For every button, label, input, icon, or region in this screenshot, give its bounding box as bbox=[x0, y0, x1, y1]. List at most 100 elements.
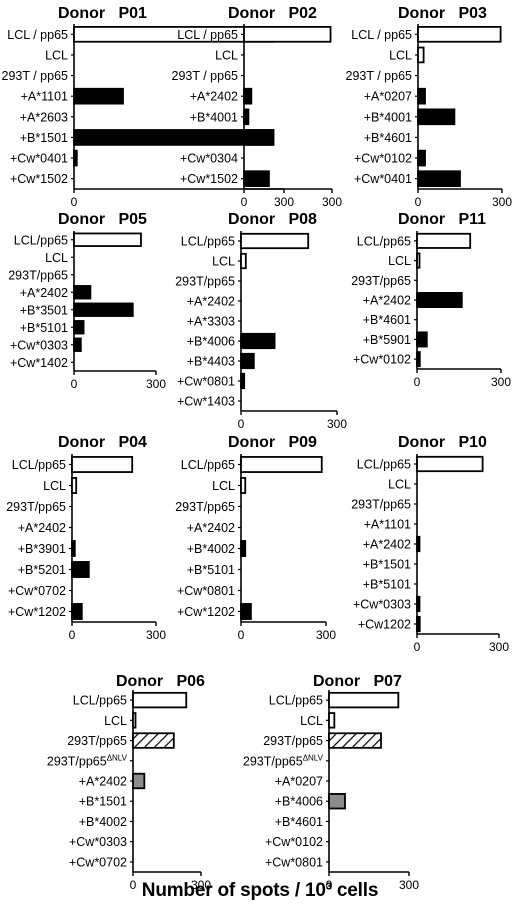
x-tick-label: 0 bbox=[238, 628, 245, 642]
category-label: +Cw*0801 bbox=[265, 855, 323, 869]
category-label: +A*2402 bbox=[20, 286, 68, 300]
panel-title: Donor P10 bbox=[398, 434, 487, 451]
category-label: +A*1101 bbox=[364, 518, 411, 532]
category-label: LCL/pp65 bbox=[357, 234, 411, 248]
bar bbox=[240, 372, 246, 390]
bar bbox=[417, 108, 456, 126]
bar bbox=[132, 691, 188, 709]
category-label: +B*3901 bbox=[18, 542, 66, 556]
category-label: +B*4001 bbox=[190, 110, 238, 124]
figure-x-axis-label-text: Number of spots / 10³ cells bbox=[141, 880, 379, 901]
category-label: 293T/pp65ΔNLV bbox=[243, 753, 324, 768]
x-tick-label: 0 bbox=[130, 878, 137, 892]
category-label: +B*1501 bbox=[20, 131, 68, 145]
category-label: +Cw*0102 bbox=[354, 152, 412, 166]
donor-panel: Donor P07 0 300 LCL/pp65 LCL 293T/pp65 293T/pp… bbox=[243, 673, 419, 892]
category-label: +B*5901 bbox=[363, 333, 411, 347]
category-label: +B*4002 bbox=[187, 542, 235, 556]
category-label: 293T/pp65 bbox=[67, 734, 127, 748]
donor-panel: Donor P06 0 300 LCL/pp65 LCL 293T/pp65 293T/pp… bbox=[47, 673, 211, 892]
bar bbox=[240, 540, 247, 557]
category-label: +B*4006 bbox=[187, 335, 235, 349]
category-label: +A*3303 bbox=[187, 315, 235, 329]
x-tick-label: 0 bbox=[415, 195, 422, 209]
category-label: +B*4601 bbox=[275, 815, 323, 829]
category-label: LCL bbox=[212, 479, 235, 493]
category-label: +Cw*0102 bbox=[353, 353, 411, 367]
category-label: +A*2402 bbox=[18, 521, 66, 535]
category-label: +Cw*0702 bbox=[8, 584, 66, 598]
category-label: +Cw*1403 bbox=[177, 395, 235, 409]
category-label: LCL bbox=[388, 478, 411, 492]
category-label: LCL bbox=[212, 255, 235, 269]
category-label: 293T/pp65ΔNLV bbox=[47, 753, 128, 768]
figure-x-axis-label: Number of spots / 10³ cells bbox=[0, 880, 520, 902]
category-label: +Cw*0801 bbox=[177, 375, 235, 389]
bar bbox=[240, 603, 252, 620]
bar bbox=[243, 170, 270, 188]
bar bbox=[73, 320, 85, 335]
category-label: +Cw*1402 bbox=[10, 356, 68, 370]
x-tick-label: 0 bbox=[241, 195, 248, 209]
x-tick-label: 300 bbox=[316, 628, 336, 642]
category-label: 293T / pp65 bbox=[172, 69, 239, 83]
category-label: LCL/pp65 bbox=[181, 235, 235, 249]
bar bbox=[71, 603, 83, 620]
x-tick-label: 0 bbox=[414, 375, 421, 389]
category-label: LCL bbox=[215, 48, 238, 62]
x-tick-label: 0 bbox=[414, 640, 421, 654]
panel-title: Donor P08 bbox=[228, 211, 317, 228]
x-tick-label: 0 bbox=[326, 878, 333, 892]
bar bbox=[416, 455, 484, 473]
bar bbox=[132, 712, 137, 729]
bar bbox=[73, 149, 78, 167]
category-label: LCL / pp65 bbox=[351, 28, 412, 42]
bar bbox=[71, 456, 134, 473]
category-label: +Cw*0102 bbox=[265, 835, 323, 849]
x-tick-label: 300 bbox=[491, 375, 511, 389]
category-label: +A*0207 bbox=[364, 90, 412, 104]
category-label: LCL / pp65 bbox=[177, 28, 238, 42]
bar bbox=[71, 540, 76, 557]
category-label: LCL bbox=[300, 714, 323, 728]
donor-panel: Donor P05 0 300 LCL/pp65 LCL 293T/pp65 +A*2402… bbox=[8, 211, 166, 391]
bar bbox=[416, 615, 421, 633]
category-label: +A*2402 bbox=[363, 538, 411, 552]
category-label: +Cw*0401 bbox=[10, 152, 68, 166]
category-label: +A*2402 bbox=[187, 295, 235, 309]
panel-title: Donor P09 bbox=[228, 434, 317, 451]
panel-title: Donor P07 bbox=[313, 673, 402, 690]
category-label: LCL bbox=[45, 48, 68, 62]
bar bbox=[240, 477, 247, 494]
category-label: +B*1501 bbox=[79, 795, 127, 809]
bar bbox=[416, 292, 463, 308]
category-label: +Cw*0303 bbox=[353, 598, 411, 612]
category-label: LCL bbox=[389, 48, 412, 62]
category-label: 293T/pp65 bbox=[175, 500, 235, 514]
bar bbox=[240, 352, 255, 370]
bar bbox=[71, 477, 78, 494]
bar bbox=[416, 351, 421, 368]
category-label: +B*4601 bbox=[363, 313, 411, 327]
bar bbox=[416, 595, 421, 613]
category-label: 293T/pp65 bbox=[6, 500, 66, 514]
x-tick-label: 0 bbox=[71, 377, 78, 391]
bar bbox=[416, 535, 421, 553]
category-label: LCL / pp65 bbox=[7, 28, 68, 42]
donor-panel: Donor P10 0 300 LCL/pp65 LCL 293T/pp65 +A*1101… bbox=[351, 434, 509, 654]
category-label: +B*4403 bbox=[187, 355, 235, 369]
bar bbox=[132, 772, 146, 790]
donor-panel: Donor P03 0 300 LCL / pp65 LCL 293T / pp65 +A*… bbox=[346, 5, 513, 209]
category-label: +Cw*1202 bbox=[8, 605, 66, 619]
panel-title: Donor P02 bbox=[228, 5, 317, 22]
category-label: LCL bbox=[388, 254, 411, 268]
bar bbox=[240, 332, 276, 350]
bar bbox=[73, 87, 124, 105]
category-label: +B*5101 bbox=[20, 321, 68, 335]
category-label: +B*4001 bbox=[364, 110, 412, 124]
x-tick-label: 300 bbox=[146, 377, 166, 391]
category-label: LCL bbox=[43, 479, 66, 493]
bar bbox=[243, 108, 250, 126]
category-label: +B*3501 bbox=[20, 303, 68, 317]
category-label: +B*4006 bbox=[275, 795, 323, 809]
